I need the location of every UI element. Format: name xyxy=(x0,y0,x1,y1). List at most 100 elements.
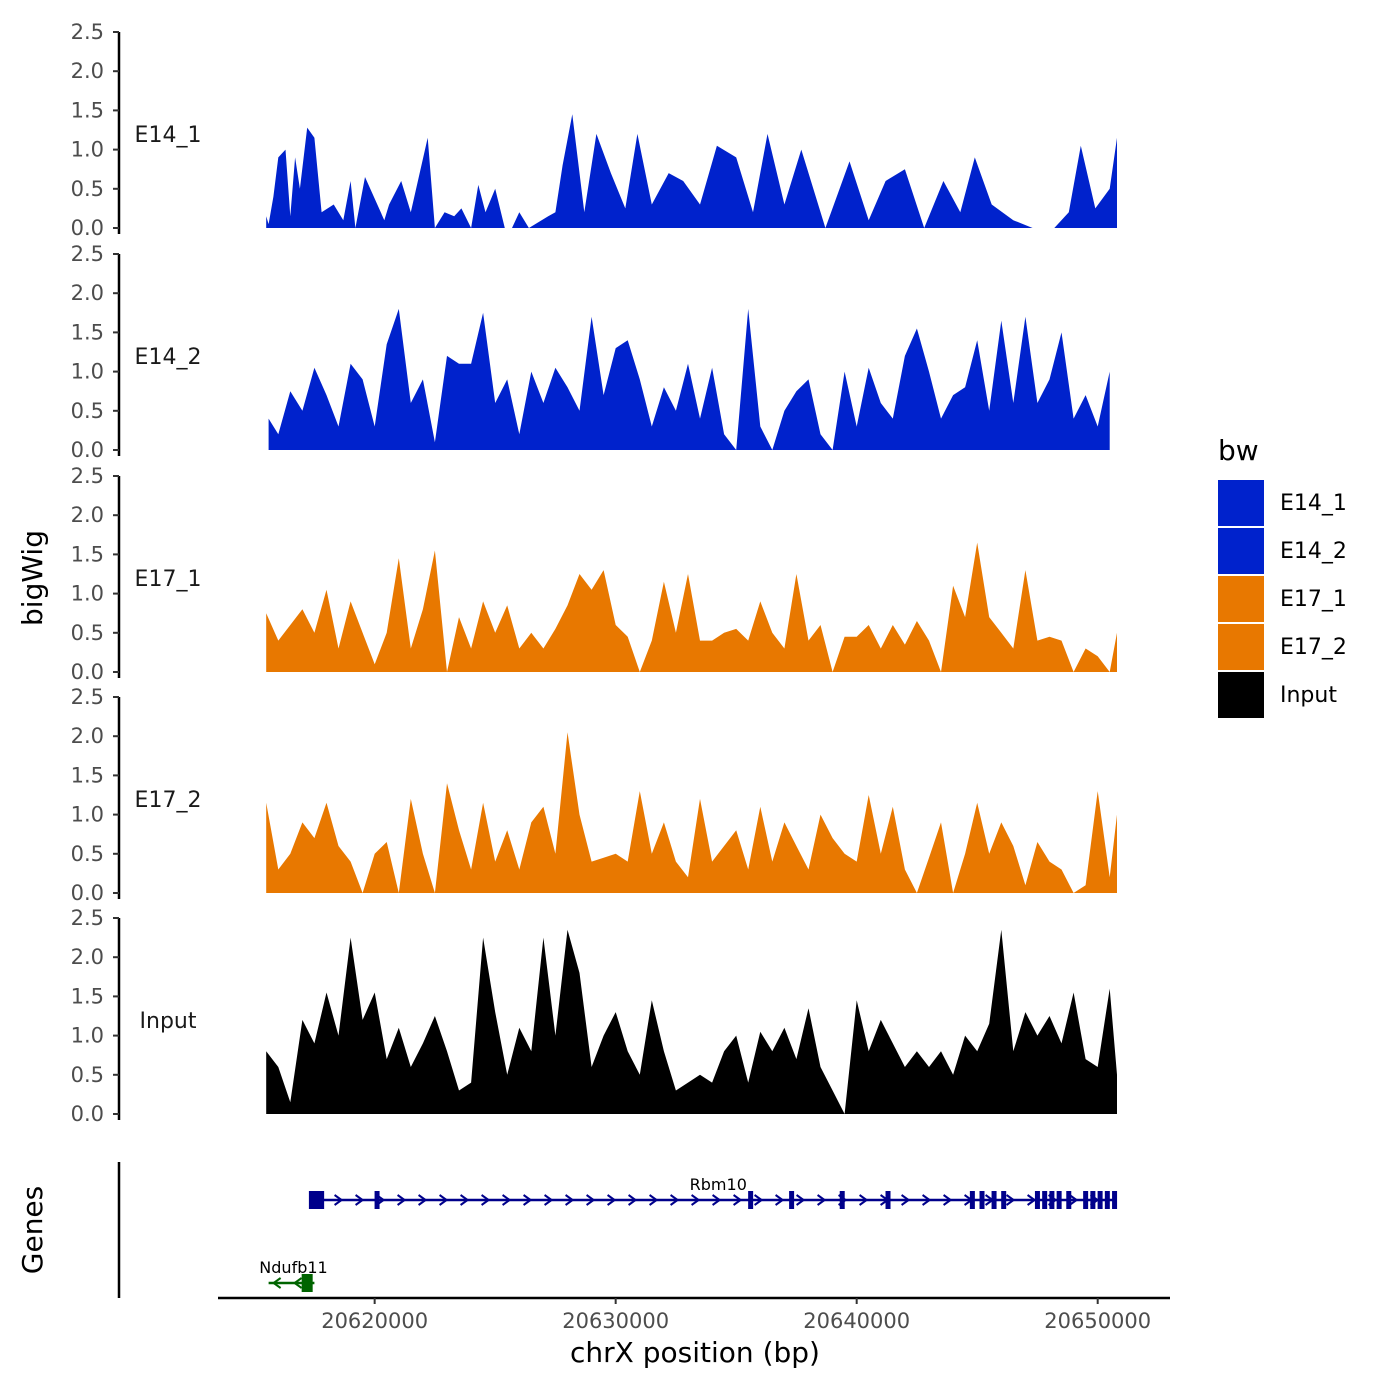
y-tick-label: 0.0 xyxy=(71,1102,104,1126)
exon xyxy=(839,1191,845,1209)
track-label: E17_2 xyxy=(135,788,202,813)
strand-arrow xyxy=(334,1194,344,1206)
legend-label: Input xyxy=(1280,683,1337,708)
x-tick-label: 20620000 xyxy=(321,1309,428,1333)
y-tick-label: 2.0 xyxy=(71,281,104,305)
gene-ndufb11: Ndufb11 xyxy=(259,1258,328,1292)
strand-arrow xyxy=(901,1194,911,1206)
exon xyxy=(374,1191,380,1209)
legend-label: E14_2 xyxy=(1280,539,1347,564)
y-tick-label: 0.5 xyxy=(71,842,104,866)
y-tick-label: 0.0 xyxy=(71,438,104,462)
legend-label: E17_1 xyxy=(1280,587,1347,612)
strand-arrow xyxy=(670,1194,680,1206)
y-tick-label: 0.0 xyxy=(71,881,104,905)
y-tick-label: 2.0 xyxy=(71,59,104,83)
exon xyxy=(1056,1191,1062,1209)
strand-arrow xyxy=(775,1194,785,1206)
track-label: Input xyxy=(140,1009,197,1034)
coverage-area-input xyxy=(266,929,1117,1114)
strand-arrow xyxy=(859,1194,869,1206)
y-tick-label: 1.0 xyxy=(71,803,104,827)
exon xyxy=(1001,1191,1007,1209)
track-label: E14_2 xyxy=(135,345,202,370)
exon xyxy=(969,1191,975,1209)
exon xyxy=(789,1191,795,1209)
gene-track: Rbm10 Ndufb11 xyxy=(117,1162,1118,1298)
x-axis-title: chrX position (bp) xyxy=(570,1336,820,1369)
strand-arrow xyxy=(355,1194,365,1206)
legend-swatch-e17-1 xyxy=(1218,576,1264,622)
y-tick-label: 1.5 xyxy=(71,320,104,344)
x-tick-label: 20650000 xyxy=(1044,1309,1151,1333)
exon xyxy=(1034,1191,1040,1209)
genes-axis-title: Genes xyxy=(16,1186,49,1274)
y-tick-label: 1.5 xyxy=(71,763,104,787)
y-tick-label: 1.0 xyxy=(71,1024,104,1048)
track-label: E14_1 xyxy=(135,123,202,148)
strand-arrow xyxy=(628,1194,638,1206)
y-tick-label: 2.5 xyxy=(71,906,104,930)
legend-label: E17_2 xyxy=(1280,635,1347,660)
strand-arrow xyxy=(271,1277,282,1289)
strand-arrow xyxy=(1005,1194,1016,1206)
gene-label: Rbm10 xyxy=(690,1175,747,1194)
exon xyxy=(885,1191,891,1209)
track-e14-2: 0.0 0.5 1.0 1.5 2.0 2.5 E14_2 xyxy=(71,242,1110,462)
track-e14-1: 0.0 0.5 1.0 1.5 2.0 2.5 E14_1 xyxy=(71,20,1117,240)
legend-swatch-input xyxy=(1218,672,1264,718)
strand-arrow xyxy=(712,1194,722,1206)
y-tick-label: 0.5 xyxy=(71,399,104,423)
gene-rbm10: Rbm10 xyxy=(308,1175,1118,1209)
coverage-tracks: 0.0 0.5 1.0 1.5 2.0 2.5 E14_1 0.0 0.5 1.0 1.5 2.0 2.… xyxy=(71,20,1117,1126)
strand-arrow xyxy=(943,1194,953,1206)
coverage-area-e17-1 xyxy=(266,542,1117,672)
y-tick-label: 2.0 xyxy=(71,945,104,969)
strand-arrow xyxy=(544,1194,554,1206)
strand-arrow xyxy=(796,1194,806,1206)
legend: bw E14_1 E14_2 E17_1 E17_2 Input xyxy=(1218,434,1347,718)
track-e17-2: 0.0 0.5 1.0 1.5 2.0 2.5 E17_2 xyxy=(71,685,1117,905)
exon xyxy=(1083,1191,1089,1209)
strand-arrow xyxy=(523,1194,533,1206)
y-tick-label: 2.0 xyxy=(71,503,104,527)
exon xyxy=(748,1191,754,1209)
strand-arrow xyxy=(607,1194,617,1206)
exon xyxy=(308,1191,320,1209)
strand-arrow xyxy=(460,1194,470,1206)
y-tick-label: 2.0 xyxy=(71,724,104,748)
exon xyxy=(1090,1191,1096,1209)
strand-arrow xyxy=(502,1194,512,1206)
strand-arrow xyxy=(292,1277,303,1289)
exon xyxy=(1066,1191,1072,1209)
exon xyxy=(301,1274,313,1292)
strand-arrow xyxy=(733,1194,743,1206)
y-tick-label: 2.5 xyxy=(71,464,104,488)
exon xyxy=(991,1191,997,1209)
y-tick-label: 1.0 xyxy=(71,360,104,384)
y-tick-label: 0.5 xyxy=(71,621,104,645)
exon xyxy=(1104,1191,1110,1209)
strand-arrow xyxy=(649,1194,659,1206)
x-tick-label: 20630000 xyxy=(562,1309,669,1333)
track-input: 0.0 0.5 1.0 1.5 2.0 2.5 Input xyxy=(71,906,1117,1126)
y-tick-label: 1.5 xyxy=(71,542,104,566)
track-e17-1: 0.0 0.5 1.0 1.5 2.0 2.5 E17_1 xyxy=(71,464,1117,684)
y-tick-label: 1.0 xyxy=(71,582,104,606)
exon xyxy=(1042,1191,1048,1209)
strand-arrow xyxy=(586,1194,596,1206)
strand-arrow xyxy=(1026,1194,1037,1206)
strand-arrow xyxy=(565,1194,575,1206)
y-tick-label: 2.5 xyxy=(71,20,104,44)
exon xyxy=(1097,1191,1103,1209)
exon xyxy=(319,1191,325,1209)
strand-arrow xyxy=(922,1194,932,1206)
y-tick-label: 0.5 xyxy=(71,1063,104,1087)
strand-arrow xyxy=(481,1194,491,1206)
strand-arrow xyxy=(754,1194,764,1206)
x-axis: 20620000 20630000 20640000 20650000 xyxy=(218,1296,1170,1333)
legend-title: bw xyxy=(1218,434,1259,467)
exon xyxy=(979,1191,985,1209)
strand-arrow xyxy=(418,1194,428,1206)
y-axis-title: bigWig xyxy=(16,530,49,626)
